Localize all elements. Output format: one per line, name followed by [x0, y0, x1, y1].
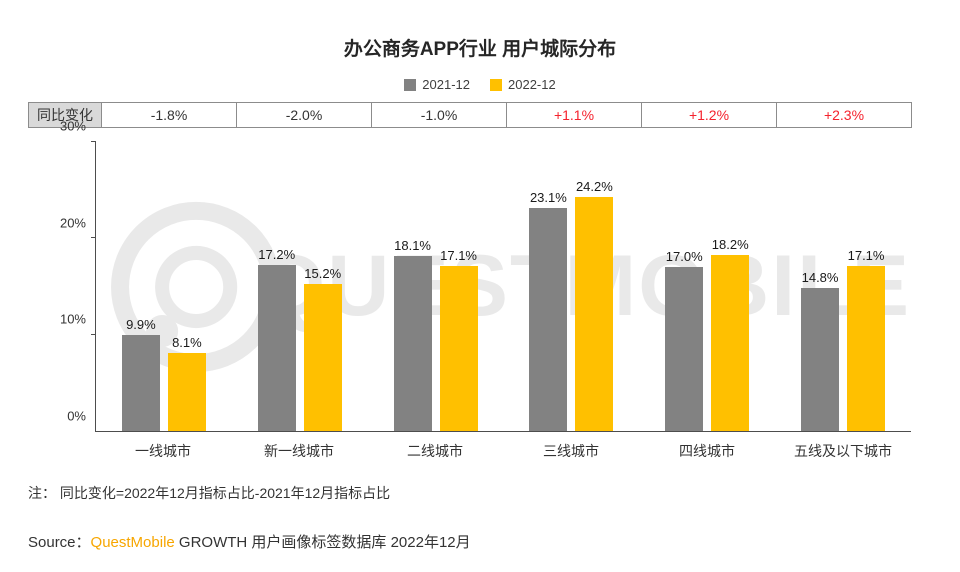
bar-2022-12	[167, 352, 206, 431]
bar-group: 18.1% 17.1%	[368, 142, 504, 431]
source-prefix: Source：	[28, 534, 91, 551]
y-tick-mark	[91, 237, 96, 239]
bar-with-label: 23.1%	[528, 190, 568, 431]
legend-label: 2021-12	[422, 77, 470, 92]
legend-swatch	[490, 78, 502, 91]
bar-value-label: 18.2%	[711, 237, 749, 253]
legend-item: 2021-12	[404, 77, 470, 92]
bar-2022-12	[303, 284, 342, 431]
bar-2022-12	[439, 265, 478, 431]
legend-label: 2022-12	[508, 77, 556, 92]
yoy-change-cell: -2.0%	[236, 103, 371, 127]
bar-with-label: 17.0%	[664, 249, 704, 431]
bar-with-label: 24.2%	[574, 179, 614, 431]
source-line: Source：QuestMobile GROWTH 用户画像标签数据库 2022…	[28, 531, 471, 552]
bar-2022-12	[847, 265, 886, 431]
category-label: 新一线城市	[264, 443, 334, 459]
bar-with-label: 18.1%	[393, 238, 433, 431]
bar-2022-12	[711, 255, 750, 431]
bar-value-label: 17.1%	[847, 247, 885, 263]
bar-group: 9.9% 8.1%	[96, 142, 232, 431]
yoy-change-cell: -1.8%	[101, 103, 236, 127]
bar-group: 14.8% 17.1%	[775, 142, 911, 431]
bar-with-label: 17.1%	[846, 248, 886, 431]
y-tick-label: 0%	[67, 408, 86, 424]
yoy-change-cell: +1.2%	[641, 103, 776, 127]
note-text: 注： 同比变化=2022年12月指标占比-2021年12月指标占比	[28, 485, 391, 501]
bar-2021-12	[393, 256, 432, 431]
bar-with-label: 17.2%	[257, 247, 297, 431]
bar-2021-12	[121, 335, 160, 431]
bar-2021-12	[665, 266, 704, 431]
bar-with-label: 18.2%	[710, 237, 750, 431]
x-axis-labels: 一线城市 新一线城市 二线城市 三线城市 四线城市 五线及以下城市	[95, 441, 911, 461]
yoy-change-cell: +1.1%	[506, 103, 641, 127]
bar-with-label: 15.2%	[303, 266, 343, 431]
source-rest: GROWTH 用户画像标签数据库 2022年12月	[174, 534, 471, 551]
bar-groups: 9.9% 8.1% 17.2% 15.2% 18.1% 17.1% 23.1% 24.2% 17…	[96, 142, 911, 431]
bar-with-label: 8.1%	[167, 335, 207, 431]
bar-value-label: 8.1%	[172, 334, 202, 350]
bar-value-label: 18.1%	[394, 238, 431, 254]
bar-value-label: 24.2%	[575, 179, 613, 195]
y-tick-label: 30%	[59, 118, 86, 134]
bar-2021-12	[801, 287, 840, 431]
bar-with-label: 9.9%	[121, 317, 161, 431]
category-label: 四线城市	[679, 443, 735, 459]
bar-group: 23.1% 24.2%	[503, 142, 639, 431]
y-tick-label: 10%	[59, 311, 86, 327]
bar-value-label: 23.1%	[529, 189, 567, 205]
bar-value-label: 9.9%	[126, 317, 156, 333]
bar-value-label: 17.1%	[440, 247, 477, 263]
page-title: 办公商务APP行业 用户城际分布	[343, 39, 617, 60]
legend-swatch	[404, 78, 417, 91]
bar-with-label: 14.8%	[800, 270, 840, 431]
category-label: 五线及以下城市	[794, 443, 892, 459]
bar-chart: QUESTMOBILE 9.9%8.1%17.2%15.2%18.1%17.1%…	[60, 119, 911, 432]
bar-2021-12	[529, 207, 568, 431]
y-tick-mark	[91, 333, 96, 335]
source-brand: QuestMobile	[90, 534, 175, 551]
category-label: 一线城市	[135, 443, 191, 459]
bar-2021-12	[257, 264, 296, 431]
legend-item: 2022-12	[490, 77, 556, 92]
bar-group: 17.0% 18.2%	[639, 142, 775, 431]
yoy-change-cell: +2.3%	[776, 103, 911, 127]
bar-with-label: 17.1%	[439, 248, 479, 431]
bar-value-label: 17.2%	[258, 246, 296, 262]
y-tick-mark	[91, 140, 96, 142]
legend: 2021-12 2022-12	[0, 77, 960, 92]
yoy-change-cell: -1.0%	[371, 103, 506, 127]
bar-value-label: 14.8%	[801, 269, 839, 285]
bar-value-label: 17.0%	[665, 248, 703, 264]
bar-group: 17.2% 15.2%	[232, 142, 368, 431]
yoy-change-label: 同比变化	[29, 103, 101, 127]
category-label: 二线城市	[407, 443, 463, 459]
category-label: 三线城市	[543, 443, 599, 459]
y-tick-label: 20%	[59, 215, 86, 231]
bar-2022-12	[575, 197, 614, 431]
bar-value-label: 15.2%	[304, 266, 342, 282]
yoy-change-row: 同比变化 -1.8% -2.0% -1.0% +1.1% +1.2% +2.3%	[28, 102, 912, 128]
